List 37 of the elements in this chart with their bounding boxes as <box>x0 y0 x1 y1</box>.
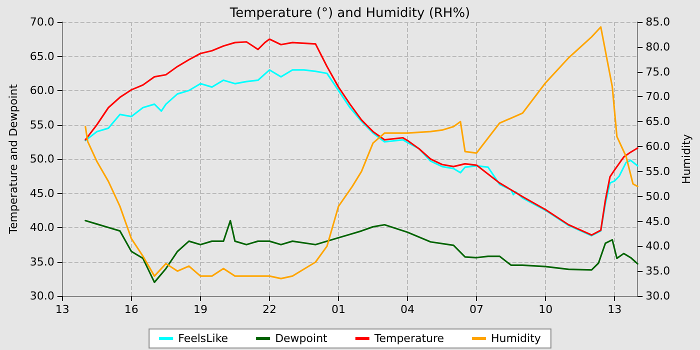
y2-tick-label: 40.0 <box>646 240 670 253</box>
y2-axis-title: Humidity <box>680 134 693 184</box>
y2-tick-label: 70.0 <box>646 90 670 104</box>
y2-tick-label: 80.0 <box>646 40 670 54</box>
y2-tick-label: 50.0 <box>646 190 670 203</box>
x-tick-label: 01 <box>331 303 346 316</box>
y-tick-label: 45.0 <box>30 186 54 200</box>
y-tick-label: 70.0 <box>30 16 54 28</box>
chart-title: Temperature (°) and Humidity (RH%) <box>228 6 470 21</box>
x-tick-label: 07 <box>470 303 484 316</box>
legend-label: Dewpoint <box>275 332 328 345</box>
x-tick-label: 16 <box>124 303 138 316</box>
y2-tick-label: 55.0 <box>646 164 670 178</box>
y2-tick-label: 65.0 <box>646 115 670 128</box>
y2-tick-label: 60.0 <box>646 140 670 154</box>
y2-tick-label: 45.0 <box>646 214 670 228</box>
x-tick-label: 10 <box>538 303 553 316</box>
legend-label: Temperature <box>373 332 444 345</box>
y-tick-label: 55.0 <box>30 118 54 132</box>
x-tick-label: 22 <box>262 303 276 316</box>
x-tick-label: 19 <box>193 303 208 316</box>
y-tick-label: 60.0 <box>30 84 54 97</box>
y2-tick-label: 85.0 <box>646 16 670 28</box>
y2-tick-label: 75.0 <box>646 65 670 78</box>
y-tick-label: 35.0 <box>30 255 54 268</box>
y-tick-label: 30.0 <box>30 290 54 302</box>
y2-tick-label: 30.0 <box>646 290 670 302</box>
y-axis-title: Temperature and Dewpoint <box>7 83 20 235</box>
y-tick-label: 50.0 <box>30 152 54 166</box>
x-tick-label: 13 <box>608 303 622 316</box>
x-tick-label: 13 <box>55 303 70 316</box>
legend-label: FeelsLike <box>178 332 228 345</box>
x-tick-label: 04 <box>400 303 415 316</box>
y-tick-label: 65.0 <box>30 50 54 63</box>
y2-tick-label: 35.0 <box>646 264 670 278</box>
legend-label: Humidity <box>491 332 542 345</box>
y-tick-label: 40.0 <box>30 221 54 234</box>
